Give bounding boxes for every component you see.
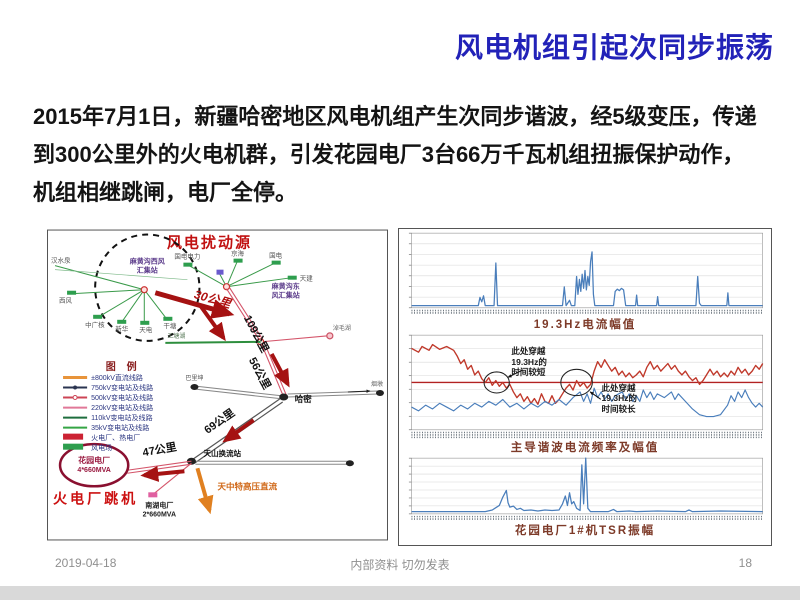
east-hub-feeders [187, 260, 292, 288]
arrow-30km [154, 290, 235, 319]
legend-dot-750kv [73, 385, 78, 390]
yandun-node [375, 390, 384, 397]
legend-label-220kv: 220kV变电站及线路 [91, 403, 153, 412]
chart-caption-3: 花园电厂1#机TSR振幅 [514, 525, 656, 537]
west-hub-label-2: 汇集站 [137, 266, 158, 275]
garden-plant-name: 花园电厂 [78, 455, 110, 465]
nanhu-node [148, 492, 158, 498]
legend-label-35kv: 35kV变电站及线路 [91, 423, 149, 432]
chart-caption-2: 主导谐波电流频率及幅值 [510, 441, 660, 454]
chart-harmonic-freq-amplitude [408, 335, 764, 439]
hvdc-label: 天中特高压直流 [218, 481, 278, 491]
east-wind-farm-nodes [183, 258, 297, 280]
body-line-3: 机组相继跳闸，电厂全停。 [33, 180, 298, 205]
legend-title: 图 例 [106, 360, 141, 373]
legend-label-800kv: ±800kV直流线路 [91, 373, 143, 382]
node-label-zhongguanghe: 中广核 [85, 320, 105, 329]
annotation-ellipse-short [483, 371, 510, 394]
legend-label-windfarm: 风电场 [91, 443, 112, 452]
balikun-node [190, 383, 199, 391]
plant-trip-label: 火电厂跳机 [53, 490, 138, 506]
node-label-balikun: 巴里坤 [185, 374, 203, 382]
west-wind-farm-nodes [67, 290, 173, 325]
charts-figure: 19.3Hz电流幅值 此处穿越 19.3Hz的 时间较短 此 [398, 228, 772, 546]
arrow-69km [222, 418, 255, 443]
chart-block-19-3hz: 19.3Hz电流幅值 [401, 230, 769, 332]
annotation-arrow-long [589, 391, 602, 401]
chart-tsr-amplitude [408, 457, 763, 520]
grid-diagram-figure: 风电扰动源 麻黄沟西风 汇集站 汉水泉 西风 中广核 [47, 229, 388, 541]
lines-from-tianshan [195, 460, 348, 465]
corridor-220kv [127, 460, 192, 494]
line-110kv [165, 340, 261, 344]
chart-block-harmonic: 此处穿越 19.3Hz的 时间较短 此处穿越 19.3Hz的 时间较长 主导谐波… [401, 332, 769, 454]
hvdc-arrow [195, 467, 214, 515]
footer-date: 2019-04-18 [55, 556, 117, 570]
east-hub-label-1: 麻黄沟东 [271, 282, 300, 291]
node-label-xinhua: 新华 [115, 324, 129, 333]
body-line-2: 到300公里外的火电机群，引发花园电厂3台66万千瓦机组扭振保护动作， [33, 142, 745, 167]
legend-dot-500kv [72, 395, 78, 401]
flow-arrow-east [347, 389, 371, 393]
distance-label-47km: 47公里 [142, 440, 178, 459]
annotation-ellipse-long [560, 369, 593, 397]
naomaohu-node [326, 332, 334, 340]
node-label-xifeng: 西风 [59, 297, 73, 305]
node-label-jinghai: 京海 [231, 249, 244, 258]
legend-label-500kv: 500kV变电站及线路 [91, 393, 153, 402]
footer-page-number: 18 [738, 556, 752, 570]
arrow-47km [140, 465, 185, 482]
garden-plant-ellipse [58, 442, 130, 488]
east-substation-node [216, 269, 224, 275]
east-hub-label-2: 风汇集站 [272, 291, 300, 300]
chart-block-tsr: 花园电厂1#机TSR振幅 [401, 455, 769, 538]
annotation-long-crossing: 此处穿越 19.3Hz的 时间较长 [601, 383, 637, 414]
west-hub-node [140, 286, 148, 294]
node-label-naomaohu: 淖毛湖 [333, 324, 351, 332]
east-terminal-node [345, 460, 354, 467]
node-label-tianshan: 天山换流站 [203, 448, 241, 458]
node-label-hanshuiquan: 汉水泉 [51, 256, 71, 265]
node-label-hami: 哈密 [295, 394, 313, 404]
node-label-tiandian: 天电 [139, 325, 153, 334]
annotation-arrow-short [507, 369, 524, 378]
west-hub-label-1: 麻黄沟西风 [129, 257, 165, 266]
node-label-yandun: 烟墩 [371, 380, 383, 388]
legend-label-110kv: 110kV变电站及线路 [91, 413, 152, 422]
diagram-legend: 图 例 ±800kV直流线路 750kV变电站及线路 500kV变电站及线路 2… [63, 360, 153, 452]
legend-swatch-windfarm [63, 443, 84, 450]
chart-19-3hz-amplitude [408, 232, 763, 314]
legend-label-thermal: 火电厂、热电厂 [91, 433, 140, 442]
legend-label-750kv: 750kV变电站及线路 [91, 383, 153, 392]
node-label-gantang: 干塘 [163, 321, 177, 330]
nanhu-plant-capacity: 2*660MVA [143, 511, 176, 518]
hami-node [279, 393, 289, 401]
node-label-guodiandianli: 国电电力 [174, 252, 200, 261]
footer-notice: 内部资料 切勿发表 [350, 558, 450, 572]
nanhu-plant-name: 南湖电厂 [145, 500, 173, 509]
grid-diagram-svg: 风电扰动源 麻黄沟西风 汇集站 汉水泉 西风 中广核 [47, 229, 388, 541]
arrow-109km [198, 304, 226, 342]
footer-strip [0, 586, 800, 600]
legend-swatch-thermal [63, 433, 84, 440]
node-label-tianjian: 天建 [300, 274, 313, 283]
west-hub-feeders [54, 265, 188, 324]
node-label-guodian: 国电 [269, 251, 283, 260]
node-label-santanghu: 三塘湖 [167, 332, 185, 340]
annotation-short-crossing: 此处穿越 19.3Hz的 时间较短 [511, 346, 547, 377]
body-text: 2015年7月1日，新疆哈密地区风电机组产生次同步谐波，经5级变压，传递 到30… [33, 98, 778, 212]
disturbance-source-title: 风电扰动源 [167, 234, 252, 252]
arrow-56km [269, 352, 290, 388]
chart-caption-1: 19.3Hz电流幅值 [533, 319, 637, 332]
page-title: 风电机组引起次同步振荡 [454, 32, 774, 63]
body-line-1: 2015年7月1日，新疆哈密地区风电机组产生次同步谐波，经5级变压，传递 [33, 104, 757, 129]
garden-plant-capacity: 4*660MVA [77, 467, 110, 474]
